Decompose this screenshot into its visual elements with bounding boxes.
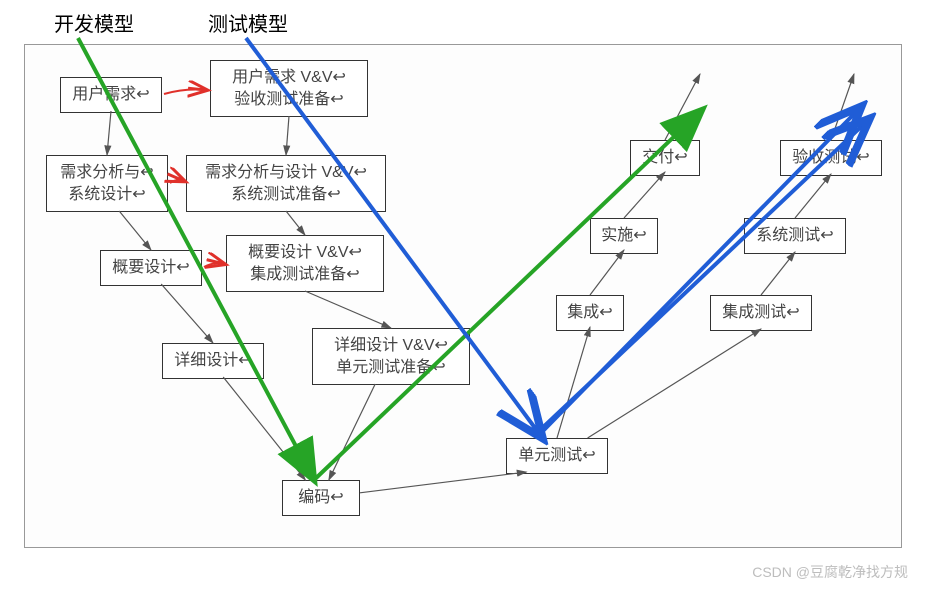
node-unit-test: 单元测试↩ [506, 438, 608, 474]
node-user-req-vv: 用户需求 V&V↩ 验收测试准备↩ [210, 60, 368, 117]
node-int-test: 集成测试↩ [710, 295, 812, 331]
node-code: 编码↩ [282, 480, 360, 516]
node-outline: 概要设计↩ [100, 250, 202, 286]
watermark: CSDN @豆腐乾净找方规 [752, 562, 908, 582]
node-accept-test: 验收测试↩ [780, 140, 882, 176]
node-implement: 实施↩ [590, 218, 658, 254]
node-outline-vv: 概要设计 V&V↩ 集成测试准备↩ [226, 235, 384, 292]
node-sys-test: 系统测试↩ [744, 218, 846, 254]
node-integrate: 集成↩ [556, 295, 624, 331]
node-detail-vv: 详细设计 V&V↩ 单元测试准备↩ [312, 328, 470, 385]
node-detail: 详细设计↩ [162, 343, 264, 379]
title-dev: 开发模型 [54, 8, 134, 37]
node-deliver: 交付↩ [630, 140, 700, 176]
node-req-analysis: 需求分析与↩ 系统设计↩ [46, 155, 168, 212]
node-user-req: 用户需求↩ [60, 77, 162, 113]
node-req-vv: 需求分析与设计 V&V↩ 系统测试准备↩ [186, 155, 386, 212]
title-test: 测试模型 [208, 8, 288, 37]
